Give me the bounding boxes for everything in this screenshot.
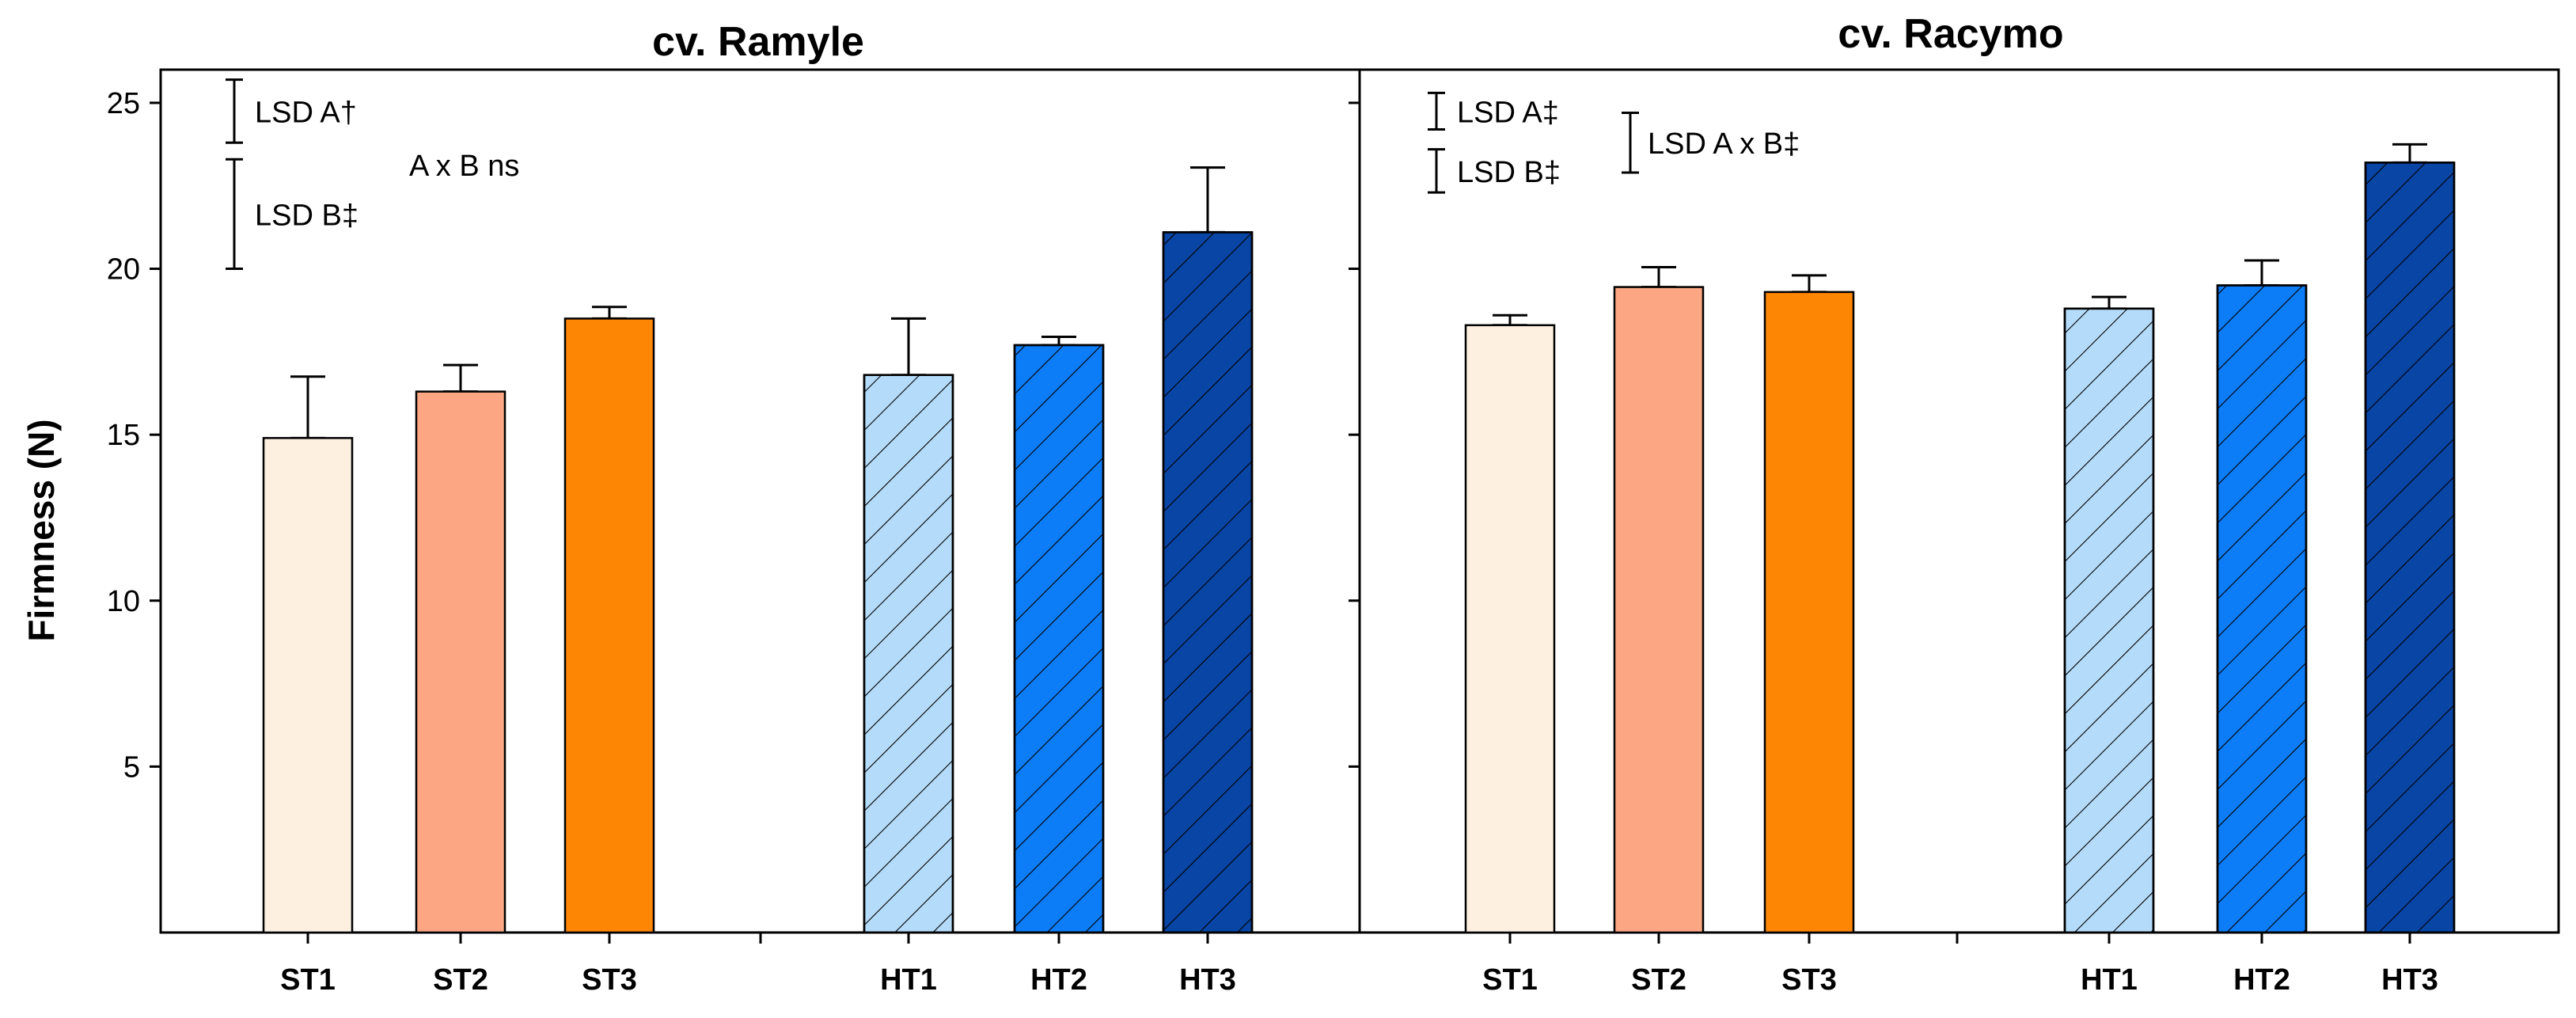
error-bar <box>1190 166 1225 234</box>
error-bar <box>2392 142 2427 164</box>
bar <box>1464 324 1556 934</box>
interaction-label: A x B ns <box>409 150 519 183</box>
lsd-label: LSD A‡ <box>1457 96 1559 129</box>
y-tick-label: 25 <box>107 87 140 120</box>
x-tick-label: HT1 <box>2081 963 2138 997</box>
bar <box>262 437 354 934</box>
y-axis: 5 10 15 20 25 <box>107 87 161 784</box>
lsd-label: LSD A† <box>255 96 357 129</box>
x-tick-label: ST1 <box>280 963 336 997</box>
x-axis: ST1 ST2 ST3 HT1 HT2 HT3 <box>1482 933 2438 997</box>
error-bar <box>891 317 926 377</box>
error-bar <box>443 363 478 393</box>
panel-title: cv. Racymo <box>1838 11 2063 57</box>
lsd-bar <box>1428 148 1445 194</box>
bar-hatch <box>863 374 954 934</box>
bar <box>563 317 655 934</box>
bar-hatch <box>1162 231 1254 934</box>
bar-hatch <box>1013 344 1105 934</box>
lsd-annotations: LSD A‡ LSD B‡ LSD A x B‡ <box>1428 91 1800 194</box>
x-tick-label: HT3 <box>2381 963 2438 997</box>
x-tick-label: ST3 <box>582 963 637 997</box>
lsd-interaction-label: LSD A x B‡ <box>1648 127 1800 161</box>
bar-hatch <box>2063 307 2155 934</box>
x-tick-label: ST2 <box>433 963 488 997</box>
y-tick-label: 15 <box>107 419 140 452</box>
y-tick-label: 5 <box>123 750 140 784</box>
x-tick-label: HT3 <box>1179 963 1236 997</box>
bar <box>415 390 506 934</box>
panel-racymo: cv. Racymo ST1 ST2 ST3 HT1 HT2 HT3 LSD A‡LSD … <box>1349 11 2560 997</box>
x-axis: ST1 ST2 ST3 HT1 HT2 HT3 <box>280 933 1236 997</box>
lsd-label: LSD B‡ <box>255 199 359 232</box>
lsd-bar <box>226 78 243 144</box>
lsd-bar <box>1428 91 1445 131</box>
y-tick-label: 20 <box>107 253 140 287</box>
lsd-bar <box>226 158 243 271</box>
bar-group <box>1464 142 2456 934</box>
bar-hatch <box>2216 284 2308 934</box>
y-tick-label: 10 <box>107 585 140 618</box>
bar-group <box>262 166 1254 934</box>
error-bar <box>1641 265 1676 289</box>
x-tick-label: ST1 <box>1482 963 1538 997</box>
panel-frame <box>1358 68 2560 934</box>
error-bar <box>2244 259 2279 287</box>
lsd-label: LSD B‡ <box>1457 156 1561 189</box>
error-bar <box>1493 313 1527 327</box>
bar <box>1763 291 1855 934</box>
y-axis <box>1349 101 1360 768</box>
error-bar <box>2092 295 2126 310</box>
lsd-interaction-bar <box>1622 112 1639 174</box>
lsd-annotations: LSD A† LSD B‡ A x B ns <box>226 78 519 271</box>
bar <box>1613 286 1705 934</box>
x-tick-label: HT1 <box>880 963 937 997</box>
x-tick-label: ST2 <box>1631 963 1686 997</box>
x-tick-label: HT2 <box>2233 963 2290 997</box>
error-bar <box>1041 335 1076 347</box>
error-bar <box>1792 274 1827 294</box>
error-bar <box>592 306 627 320</box>
x-tick-label: ST3 <box>1781 963 1837 997</box>
panel-title: cv. Ramyle <box>652 19 864 65</box>
x-tick-label: HT2 <box>1030 963 1087 997</box>
bar-hatch <box>2364 161 2456 934</box>
y-axis-label: Firmness (N) <box>21 419 62 641</box>
error-bar <box>290 375 325 439</box>
